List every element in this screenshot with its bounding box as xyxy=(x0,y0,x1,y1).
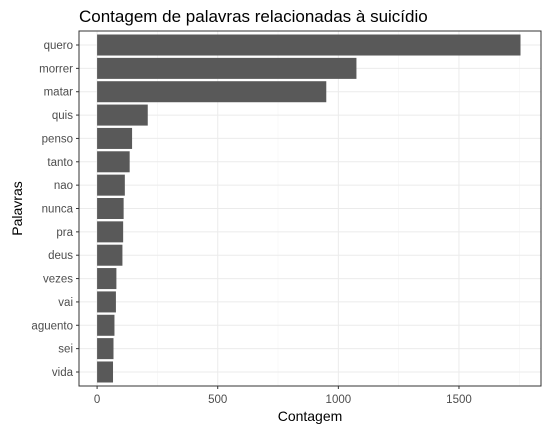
x-tick-label: 1500 xyxy=(446,394,472,406)
y-tick-label: vai xyxy=(58,297,73,309)
bar-quero xyxy=(97,34,521,56)
y-tick-label: nunca xyxy=(42,204,74,216)
y-tick-label: pra xyxy=(56,227,73,239)
x-axis-ticks: 0 500 1000 1500 xyxy=(94,386,472,406)
y-tick-label: nao xyxy=(54,180,73,192)
y-tick-label: vida xyxy=(52,367,74,379)
y-axis-ticks: quero morrer matar quis penso tanto nao nunca pr… xyxy=(31,40,79,379)
bar-morrer xyxy=(97,57,357,79)
y-tick-label: quis xyxy=(52,110,73,122)
bar-tanto xyxy=(97,151,130,173)
y-tick-label: penso xyxy=(42,133,73,145)
bar-sei xyxy=(97,338,114,360)
bar-penso xyxy=(97,127,133,149)
plot-panel xyxy=(78,30,542,387)
bar-vezes xyxy=(97,268,117,290)
x-tick-label: 1000 xyxy=(326,394,352,406)
y-tick-label: morrer xyxy=(39,63,73,75)
y-tick-label: aguento xyxy=(31,320,73,332)
y-tick-label: vezes xyxy=(43,274,73,286)
bar-deus xyxy=(97,244,123,266)
bar-vida xyxy=(97,361,114,383)
chart-title: Contagem de palavras relacionadas à suic… xyxy=(79,7,428,26)
bar-pra xyxy=(97,221,124,243)
y-tick-label: matar xyxy=(44,87,74,99)
x-tick-label: 500 xyxy=(208,394,227,406)
bar-vai xyxy=(97,291,116,313)
bar-matar xyxy=(97,81,327,103)
bar-quis xyxy=(97,104,148,126)
x-tick-label: 0 xyxy=(94,394,100,406)
x-axis-title: Contagem xyxy=(278,408,343,424)
y-tick-label: tanto xyxy=(47,157,73,169)
y-axis-title: Palavras xyxy=(9,181,25,235)
bars xyxy=(97,34,521,383)
y-tick-label: deus xyxy=(48,250,73,262)
bar-nao xyxy=(97,174,125,196)
bar-nunca xyxy=(97,197,124,220)
y-tick-label: sei xyxy=(58,344,73,356)
bar-aguento xyxy=(97,314,115,336)
y-tick-label: quero xyxy=(44,40,73,52)
